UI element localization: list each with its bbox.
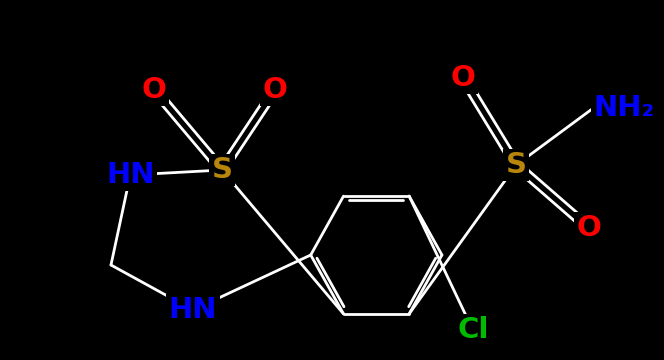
Text: O: O (142, 76, 167, 104)
Text: Cl: Cl (457, 316, 489, 344)
Text: S: S (506, 151, 527, 179)
Text: O: O (451, 64, 475, 92)
Text: NH₂: NH₂ (594, 94, 655, 122)
Text: S: S (211, 156, 232, 184)
Text: HN: HN (169, 296, 217, 324)
Text: HN: HN (106, 161, 155, 189)
Text: O: O (576, 214, 601, 242)
Text: O: O (262, 76, 288, 104)
